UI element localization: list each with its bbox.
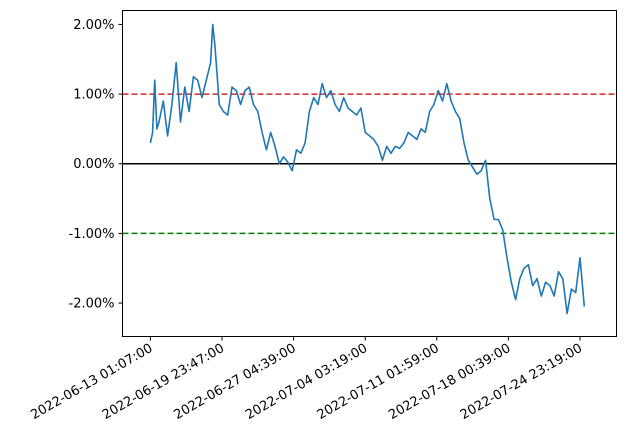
y-tick-label: 2.00% <box>73 18 114 33</box>
grid-lines <box>122 93 617 235</box>
x-tick-label: 2022-07-11 01:59:00 <box>315 341 442 423</box>
data-series <box>149 23 586 315</box>
x-tick-label: 2022-06-13 01:07:00 <box>28 341 155 423</box>
x-tick-label: 2022-07-18 00:39:00 <box>386 341 513 423</box>
x-tick-label: 2022-06-19 23:47:00 <box>100 341 227 423</box>
series-line-0 <box>149 23 586 315</box>
x-tick-label: 2022-07-24 23:19:00 <box>458 341 585 423</box>
x-tick-label: 2022-07-04 03:19:00 <box>243 341 370 423</box>
y-tick-label: 1.00% <box>73 88 114 103</box>
y-axis: 2.00% 1.00% 0.00% -1.00% -2.00% <box>69 18 123 312</box>
y-tick-label: -2.00% <box>69 297 115 312</box>
plot-frame <box>122 10 617 337</box>
y-tick-label: -1.00% <box>69 227 115 242</box>
x-tick-label: 2022-06-27 04:39:00 <box>172 341 299 423</box>
y-tick-label: 0.00% <box>73 157 114 172</box>
